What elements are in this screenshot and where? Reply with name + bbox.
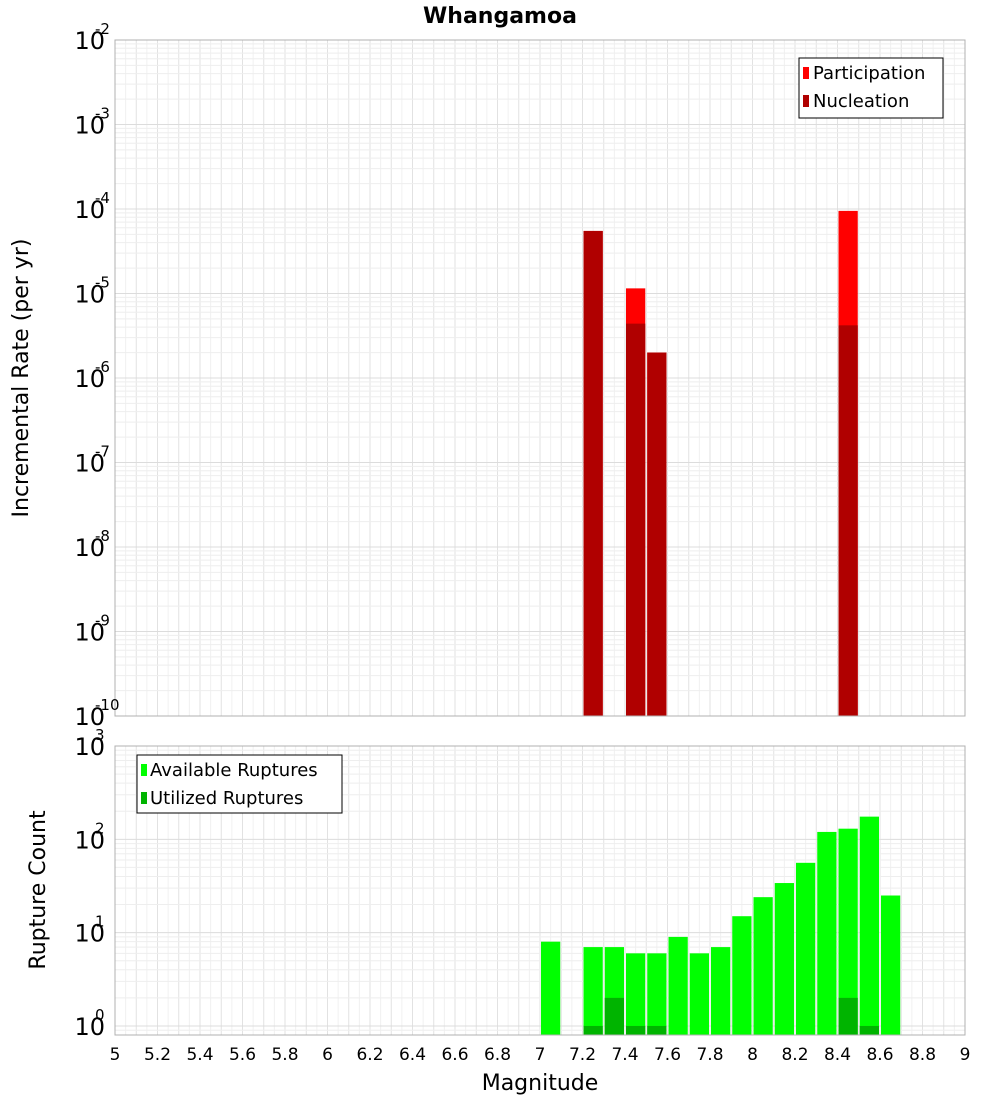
rate-plot: 10-210-310-410-510-610-710-810-910-10 In… [9,20,966,731]
y-tick-label: 10 [74,196,105,224]
available-ruptures-bar [711,947,731,1035]
available-ruptures-legend-swatch [141,764,147,776]
x-tick-label: 6.4 [399,1045,426,1065]
participation-legend-label: Participation [813,63,925,84]
count-legend: Available Ruptures Utilized Ruptures [136,754,343,814]
y-tick-label: 10 [74,534,105,562]
x-tick-label: 8.4 [824,1045,851,1065]
y-tick-exponent: -10 [95,696,120,714]
y-tick-label: 10 [74,281,105,309]
y-tick-label: 10 [74,27,105,55]
x-tick-label: 9 [960,1045,971,1065]
x-axis-title: Magnitude [482,1071,599,1096]
rate-plot-frame [114,39,966,717]
magnitude-x-ticks: 5 5.2 5.4 5.6 5.8 6 6.2 6.4 6.6 6.8 7 7.2 7.4 7.6 7.8 8… [110,1045,971,1065]
x-tick-label: 6.2 [356,1045,383,1065]
utilized-ruptures-bar [838,997,858,1035]
x-tick-label: 7.8 [696,1045,723,1065]
rate-y-axis-title: Incremental Rate (per yr) [9,239,34,518]
x-tick-label: 7 [535,1045,546,1065]
available-ruptures-bar [626,953,646,1035]
utilized-ruptures-bar [604,997,624,1035]
count-plot-bars [541,816,901,1035]
utilized-ruptures-legend-label: Utilized Ruptures [150,788,303,809]
rate-y-ticks: 10-210-310-410-510-610-710-810-910-10 [74,20,119,731]
available-ruptures-bar [732,916,752,1035]
x-tick-label: 5.2 [144,1045,171,1065]
utilized-ruptures-bar [583,1025,603,1035]
y-tick-exponent: -3 [95,105,110,123]
nucleation-bar [647,352,667,716]
x-tick-label: 5.4 [186,1045,213,1065]
x-tick-label: 7.2 [569,1045,596,1065]
y-tick-label: 10 [74,619,105,647]
available-ruptures-bar [541,941,561,1035]
y-tick-exponent: -2 [95,20,110,38]
rate-legend-box [798,57,944,119]
x-tick-label: 8.8 [909,1045,936,1065]
x-tick-label: 6.6 [441,1045,468,1065]
available-ruptures-bar [689,953,709,1035]
y-tick-label: 10 [74,826,105,854]
nucleation-legend-swatch [803,95,809,107]
y-tick-label: 10 [74,450,105,478]
x-tick-label: 5.6 [229,1045,256,1065]
rate-legend: Participation Nucleation [798,57,944,119]
x-tick-label: 8 [747,1045,758,1065]
x-tick-label: 6.8 [484,1045,511,1065]
utilized-ruptures-legend-swatch [141,792,147,804]
nucleation-bar [626,323,646,716]
available-ruptures-bar [583,947,603,1035]
available-ruptures-bar [753,897,773,1035]
nucleation-bar [583,230,603,717]
y-tick-exponent: 0 [95,1006,105,1024]
y-tick-label: 10 [74,365,105,393]
x-tick-label: 5.8 [271,1045,298,1065]
y-tick-exponent: -8 [95,527,110,545]
x-tick-label: 5 [110,1045,121,1065]
utilized-ruptures-bar [647,1025,667,1035]
available-ruptures-bar [774,883,794,1035]
count-y-axis-title: Rupture Count [26,810,51,970]
available-ruptures-bar [817,831,837,1035]
available-ruptures-bar [881,895,901,1035]
y-tick-label: 10 [74,703,105,731]
y-tick-exponent: -9 [95,612,110,630]
x-tick-label: 7.6 [654,1045,681,1065]
y-tick-exponent: 3 [95,726,105,744]
chart-title: Whangamoa [423,4,577,29]
y-tick-label: 10 [74,112,105,140]
available-ruptures-legend-label: Available Ruptures [150,760,318,781]
y-tick-exponent: 2 [95,819,105,837]
count-legend-box [136,754,343,814]
y-tick-exponent: -5 [95,274,110,292]
participation-legend-swatch [803,67,809,79]
available-ruptures-bar [838,828,858,1035]
y-tick-exponent: -6 [95,358,110,376]
x-tick-label: 6 [322,1045,333,1065]
y-tick-exponent: -7 [95,443,110,461]
x-tick-label: 7.4 [611,1045,638,1065]
y-tick-exponent: 1 [95,913,105,931]
y-tick-label: 10 [74,920,105,948]
utilized-ruptures-bar [859,1025,879,1035]
y-tick-label: 10 [74,1013,105,1041]
y-tick-label: 10 [74,733,105,761]
available-ruptures-bar [647,953,667,1035]
nucleation-legend-label: Nucleation [813,91,909,112]
rate-plot-bars [583,210,858,717]
x-tick-label: 8.6 [866,1045,893,1065]
rate-plot-grid [114,39,966,717]
available-ruptures-bar [859,816,879,1035]
x-tick-label: 8.2 [781,1045,808,1065]
y-tick-exponent: -4 [95,189,110,207]
available-ruptures-bar [796,862,816,1035]
available-ruptures-bar [668,936,688,1035]
nucleation-bar [838,325,858,716]
count-plot-frame [114,745,966,1036]
utilized-ruptures-bar [626,1025,646,1035]
